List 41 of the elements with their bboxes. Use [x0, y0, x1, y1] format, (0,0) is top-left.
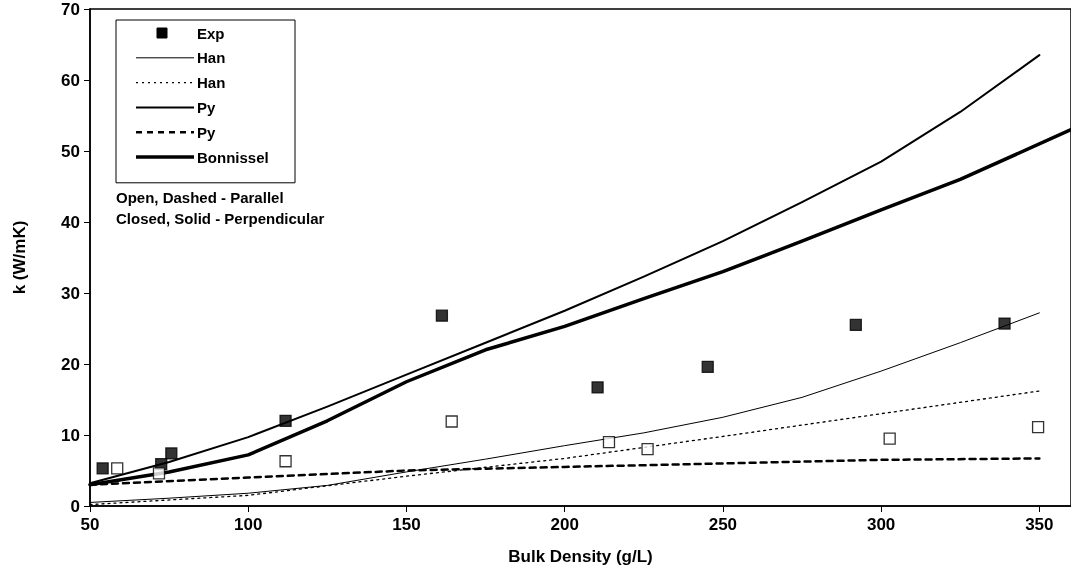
x-tick-label: 100 — [234, 515, 263, 534]
point — [152, 467, 166, 480]
point — [998, 317, 1011, 330]
annotation: Open, Dashed - Parallel — [116, 188, 284, 206]
x-tick-label: 300 — [866, 515, 896, 534]
legend-label: Bonnissel — [197, 148, 269, 166]
y-axis-title: k (W/mK) — [10, 220, 29, 295]
x-tick-label: 350 — [1025, 515, 1054, 534]
y-tick-label: 20 — [61, 354, 80, 374]
point — [1031, 421, 1045, 434]
point — [445, 415, 458, 428]
point — [883, 432, 896, 445]
y-tick-label: 40 — [61, 212, 80, 232]
legend-label: Exp — [197, 24, 225, 42]
y-tick-label: 50 — [61, 141, 80, 161]
legend-label: Py — [197, 123, 216, 141]
point — [435, 309, 449, 322]
point — [591, 381, 604, 394]
point — [165, 447, 178, 460]
point — [279, 414, 292, 427]
legend-label: Han — [197, 74, 226, 92]
x-axis-title: Bulk Density (g/L) — [508, 547, 653, 566]
point — [96, 462, 109, 475]
y-tick-label: 30 — [61, 283, 80, 303]
y-tick-label: 0 — [70, 496, 80, 516]
x-tick-label: 50 — [80, 515, 100, 534]
y-tick-label: 60 — [61, 70, 80, 90]
point — [701, 360, 714, 373]
point — [279, 455, 292, 468]
x-tick-label: 200 — [550, 515, 579, 534]
y-tick-label: 10 — [61, 425, 80, 445]
x-tick-label: 150 — [392, 515, 421, 534]
point — [641, 443, 654, 456]
point — [602, 435, 616, 449]
legend-label: Py — [197, 98, 216, 116]
legend-label: Han — [197, 49, 226, 67]
y-tick-label: 70 — [61, 0, 80, 19]
x-tick-label: 250 — [708, 515, 738, 534]
point — [849, 318, 862, 332]
annotation: Closed, Solid - Perpendicular — [116, 209, 325, 227]
point — [111, 462, 124, 475]
